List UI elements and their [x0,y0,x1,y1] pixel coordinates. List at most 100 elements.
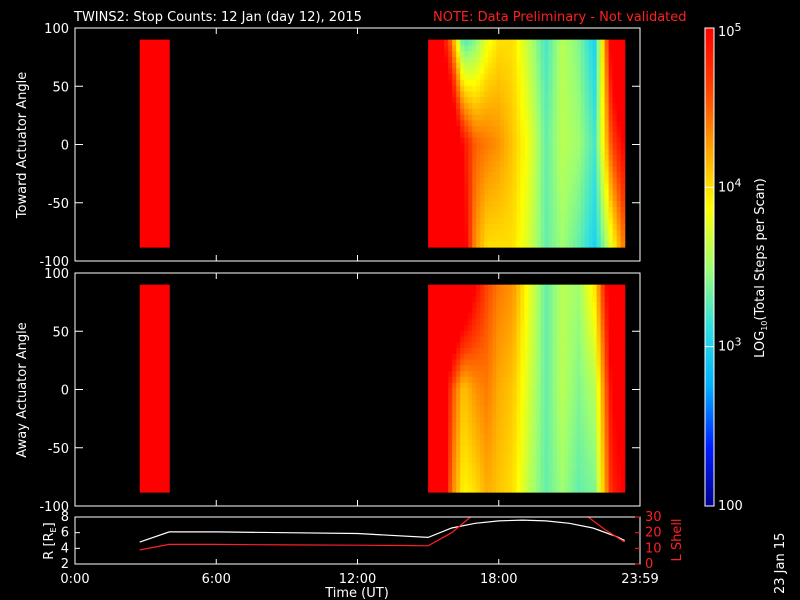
heatmap-cell [444,296,449,303]
heatmap-cell [512,359,517,366]
heatmap-cell [148,143,153,150]
heatmap-cell [432,103,437,110]
heatmap-cell [536,440,542,447]
heatmap-cell [460,382,465,389]
heatmap-cell [540,235,546,242]
heatmap-cell [156,97,162,104]
heatmap-cell [480,229,485,237]
heatmap-cell [448,39,453,47]
heatmap-cell [488,388,493,395]
heatmap-cell [596,183,602,191]
heatmap-cell [500,336,505,343]
heatmap-cell [456,45,461,52]
heatmap-cell [536,206,542,214]
heatmap-cell [588,405,594,412]
heatmap-cell [620,91,626,98]
heatmap-cell [592,126,598,133]
heatmap-cell [584,223,590,231]
heatmap-cell [508,56,513,64]
heatmap-cell [432,200,437,208]
heatmap-cell [560,108,566,116]
heatmap-cell [540,114,546,121]
heatmap-cell [476,434,481,441]
heatmap-cell [464,154,469,162]
heatmap-cell [528,365,534,372]
heatmap-cell [528,154,534,162]
heatmap-cell [500,405,505,412]
heatmap-cell [612,189,618,196]
heatmap-cell [572,394,578,401]
heatmap-cell [596,405,602,412]
heatmap-cell [616,451,622,459]
heatmap-cell [532,313,538,320]
heatmap-cell [156,371,162,378]
heatmap-cell [468,440,473,447]
heatmap-cell [608,382,614,389]
heatmap-cell [556,451,562,459]
heatmap-cell [143,218,149,225]
heatmap-cell [528,195,534,202]
heatmap-cell [512,330,517,338]
heatmap-cell [139,411,145,418]
heatmap-cell [564,114,570,121]
heatmap-cell [612,97,618,104]
heatmap-cell [564,91,570,98]
heatmap-cell [468,177,473,185]
heatmap-cell [540,229,546,237]
heatmap-cell [504,195,509,202]
heatmap-cell [476,463,481,470]
heatmap-cell [616,319,622,326]
heatmap-cell [476,62,481,70]
heatmap-cell [600,445,606,453]
heatmap-cell [516,486,521,493]
heatmap-cell [596,348,602,355]
heatmap-cell [468,348,473,355]
heatmap-cell [436,137,441,144]
heatmap-cell [143,212,149,219]
heatmap-cell [548,457,554,464]
heatmap-cell [464,149,469,156]
heatmap-cell [160,183,166,191]
heatmap-cell [504,229,509,237]
heatmap-cell [432,235,437,242]
heatmap-cell [604,206,610,214]
heatmap-cell [600,68,606,75]
heatmap-cell [148,411,153,418]
heatmap-cell [544,422,550,430]
heatmap-cell [548,68,554,75]
heatmap-cell [600,301,606,309]
heatmap-cell [488,229,493,237]
heatmap-cell [584,114,590,121]
heatmap-cell [139,200,145,208]
heatmap-cell [500,218,505,225]
heatmap-cell [604,51,610,58]
heatmap-cell [532,114,538,121]
heatmap-cell [544,223,550,231]
heatmap-cell [560,62,566,70]
heatmap-cell [143,342,149,349]
heatmap-cell [600,126,606,133]
heatmap-cell [448,336,453,343]
heatmap-cell [552,284,558,292]
heatmap-cell [440,223,445,231]
heatmap-cell [436,79,441,87]
heatmap-cell [432,405,437,412]
heatmap-cell [484,166,489,173]
heatmap-cell [584,417,590,424]
heatmap-cell [532,45,538,52]
heatmap-cell [584,166,590,173]
heatmap-cell [596,417,602,424]
heatmap-cell [492,91,497,98]
heatmap-cell [139,428,145,436]
heatmap-cell [524,74,530,81]
heatmap-cell [164,342,170,349]
heatmap-cell [468,131,473,139]
heatmap-cell [164,365,170,372]
heatmap-cell [620,189,626,196]
heatmap-cell [604,172,610,179]
heatmap-cell [508,376,513,384]
heatmap-cell [528,126,534,133]
heatmap-cell [452,319,457,326]
heatmap-cell [476,235,481,242]
heatmap-cell [460,394,465,401]
